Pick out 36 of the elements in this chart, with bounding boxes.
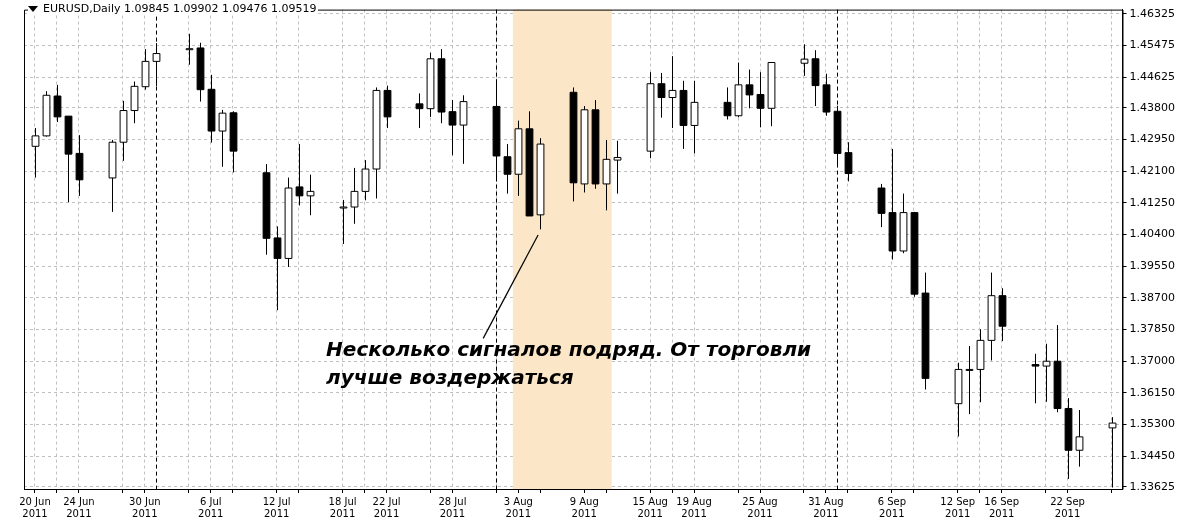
x-tick-label: 19 Aug 2011 [676, 495, 712, 519]
x-tick-label: 3 Aug 2011 [503, 495, 533, 519]
y-tick-label: 1.34450 [1129, 449, 1176, 463]
x-tick-label: 12 Jul 2011 [262, 495, 291, 519]
y-tick-label: 1.46325 [1129, 6, 1176, 20]
y-tick-label: 1.33625 [1129, 479, 1176, 493]
y-tick-label: 1.38700 [1129, 290, 1176, 304]
y-tick-label: 1.37850 [1129, 322, 1176, 336]
x-tick-label: 6 Jul 2011 [198, 495, 224, 519]
chart-title: EURUSD,Daily 1.09845 1.09902 1.09476 1.09519 [43, 2, 317, 15]
x-tick-label: 6 Sep 2011 [877, 495, 907, 519]
x-tick-label: 18 Jul 2011 [328, 495, 357, 519]
y-tick-label: 1.39550 [1129, 259, 1176, 273]
x-tick-label: 15 Aug 2011 [632, 495, 668, 519]
y-tick-label: 1.42100 [1129, 164, 1176, 178]
x-tick-label: 31 Aug 2011 [808, 495, 844, 519]
y-tick-label: 1.42950 [1129, 132, 1176, 146]
y-tick-label: 1.43800 [1129, 100, 1176, 114]
x-tick-label: 22 Jul 2011 [372, 495, 401, 519]
x-tick-label: 20 Jun 2011 [19, 495, 51, 519]
x-tick-label: 30 Jun 2011 [129, 495, 161, 519]
y-tick-label: 1.45475 [1129, 38, 1176, 52]
y-tick-label: 1.44625 [1129, 70, 1176, 84]
x-tick-label: 24 Jun 2011 [63, 495, 95, 519]
x-tick-label: 9 Aug 2011 [569, 495, 599, 519]
x-tick-label: 22 Sep 2011 [1050, 495, 1085, 519]
annotation: Несколько сигналов подряд. От торговли лучше воздержаться [326, 336, 812, 389]
x-tick-label: 12 Sep 2011 [940, 495, 976, 519]
y-tick-label: 1.40400 [1129, 227, 1176, 241]
x-tick-label: 16 Sep 2011 [984, 495, 1020, 519]
x-tick-label: 25 Aug 2011 [742, 495, 778, 519]
y-tick-label: 1.41250 [1129, 195, 1176, 209]
y-tick-label: 1.37000 [1129, 354, 1176, 368]
y-tick-label: 1.35300 [1129, 417, 1176, 431]
x-tick-label: 28 Jul 2011 [438, 495, 467, 519]
y-tick-label: 1.36150 [1129, 385, 1176, 399]
